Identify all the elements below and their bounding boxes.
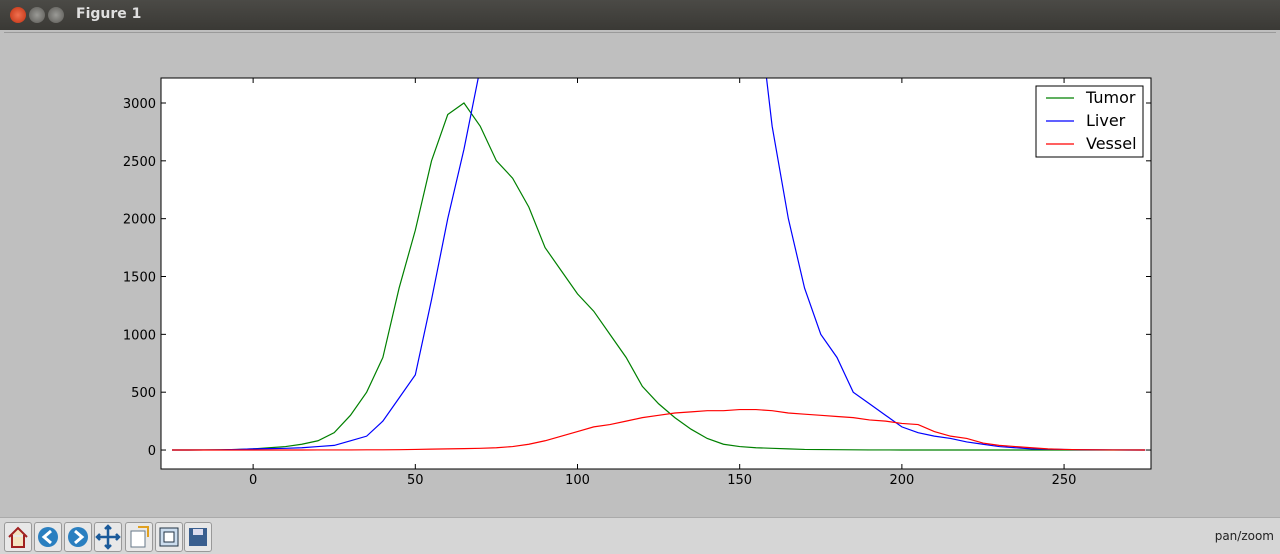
home-button[interactable] bbox=[4, 522, 32, 552]
y-tick-label: 500 bbox=[131, 386, 156, 401]
series-line bbox=[172, 408, 1146, 451]
x-tick-label: 100 bbox=[565, 473, 590, 488]
x-tick-label: 250 bbox=[1052, 473, 1077, 488]
save-button[interactable] bbox=[184, 522, 212, 552]
x-tick-label: 50 bbox=[407, 473, 424, 488]
x-tick-label: 150 bbox=[727, 473, 752, 488]
close-button[interactable] bbox=[10, 7, 26, 23]
subplots-button[interactable] bbox=[155, 522, 183, 552]
y-tick-label: 3000 bbox=[123, 97, 156, 112]
figure-canvas: 0 50 100 150 200 250 0 500 1000 1500 2000 2500 3000 T… bbox=[4, 32, 1276, 517]
window-title: Figure 1 bbox=[76, 6, 142, 22]
plot-area bbox=[161, 78, 1151, 469]
legend-label: Vessel bbox=[1086, 134, 1137, 153]
y-tick-label: 1000 bbox=[123, 328, 156, 343]
y-tick-label: 2500 bbox=[123, 155, 156, 170]
legend-label: Tumor bbox=[1085, 88, 1136, 107]
series-line bbox=[172, 78, 1146, 451]
back-button[interactable] bbox=[34, 522, 62, 552]
zoom-button[interactable] bbox=[125, 522, 153, 552]
axes-frame bbox=[160, 77, 1152, 470]
x-tick-label: 0 bbox=[249, 473, 257, 488]
toolbar: pan/zoom bbox=[0, 517, 1280, 554]
y-tick-label: 0 bbox=[148, 444, 156, 459]
y-tick-label: 1500 bbox=[123, 271, 156, 286]
status-text: pan/zoom bbox=[1214, 529, 1274, 543]
y-tick-label: 2000 bbox=[123, 213, 156, 228]
forward-button[interactable] bbox=[64, 522, 92, 552]
pan-button[interactable] bbox=[94, 522, 122, 552]
series-line bbox=[172, 102, 1146, 451]
x-tick-label: 200 bbox=[889, 473, 914, 488]
maximize-button[interactable] bbox=[48, 7, 64, 23]
legend-label: Liver bbox=[1086, 111, 1126, 130]
minimize-button[interactable] bbox=[29, 7, 45, 23]
title-bar: Figure 1 bbox=[0, 0, 1280, 30]
